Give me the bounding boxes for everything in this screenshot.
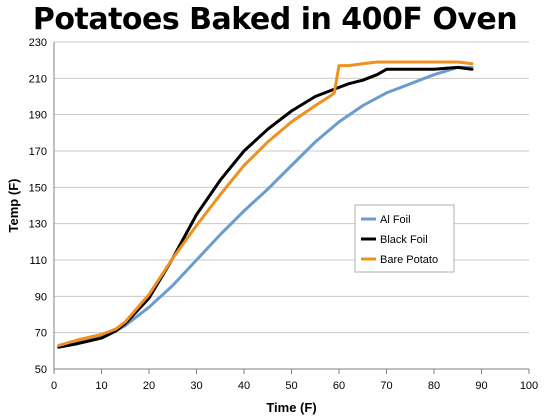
legend: Al Foil Black Foil Bare Potato	[354, 204, 455, 273]
y-axis-label: Temp (F)	[6, 179, 21, 233]
x-tick-label: 70	[380, 380, 392, 392]
x-tick-label: 100	[520, 380, 538, 392]
y-tick-label: 210	[29, 73, 47, 85]
x-tick-labels: 0 10 20 30 40 50 60 70 80 90 100	[51, 380, 538, 392]
y-tick-label: 70	[35, 328, 47, 340]
x-tick-label: 80	[428, 380, 440, 392]
x-tick-label: 20	[143, 380, 155, 392]
x-tick-label: 10	[95, 380, 107, 392]
axes	[53, 42, 530, 374]
series-lines	[57, 60, 474, 349]
x-tick-label: 40	[238, 380, 250, 392]
x-tick-label: 60	[333, 380, 345, 392]
chart-title: Potatoes Baked in 400F Oven	[32, 2, 518, 37]
x-tick-label: 50	[285, 380, 297, 392]
y-tick-labels: 50 70 90 110 130 150 170 190 210 230	[29, 37, 47, 376]
series-line-bare-potato	[57, 60, 474, 347]
y-tick-label: 90	[35, 291, 47, 303]
gridlines	[54, 41, 529, 370]
y-tick-label: 190	[29, 110, 47, 122]
y-tick-label: 150	[29, 182, 47, 194]
y-tick-label: 50	[35, 364, 47, 376]
x-axis-label: Time (F)	[266, 400, 316, 415]
y-tick-label: 230	[29, 37, 47, 49]
x-tick-label: 30	[190, 380, 202, 392]
x-tick-label: 0	[51, 380, 57, 392]
legend-label: Al Foil	[380, 214, 411, 226]
y-tick-label: 110	[29, 255, 47, 267]
y-tick-label: 130	[29, 219, 47, 231]
legend-label: Bare Potato	[380, 254, 438, 266]
x-tick-label: 90	[475, 380, 487, 392]
y-tick-label: 170	[29, 146, 47, 158]
legend-label: Black Foil	[380, 234, 428, 246]
